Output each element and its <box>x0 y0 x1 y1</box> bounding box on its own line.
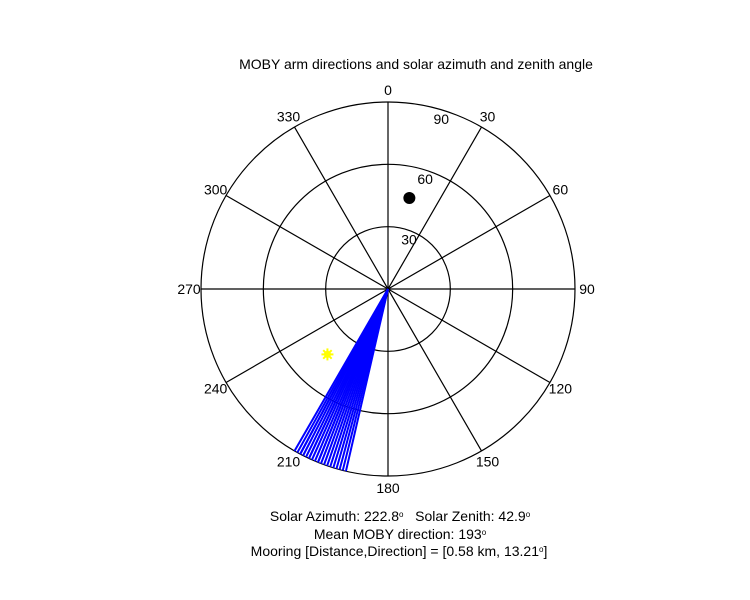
tick-labels: 0 30 60 90 120 150 180 210 240 270 300 330 30 60 90 <box>177 82 595 496</box>
angle-tick-label: 0 <box>384 82 392 98</box>
degree-mark: o <box>399 510 404 519</box>
degree-mark: o <box>525 510 531 519</box>
moby-arm-line <box>317 288 389 463</box>
angle-tick-label: 300 <box>204 182 228 198</box>
angle-tick-label: 90 <box>579 281 595 297</box>
points <box>321 191 416 361</box>
angle-tick-label: 210 <box>277 453 301 469</box>
mooring-point <box>403 191 416 204</box>
moby-arm-directions <box>293 288 389 472</box>
sun-point <box>321 348 334 361</box>
angle-tick-label: 180 <box>376 480 400 496</box>
degree-mark: o <box>538 545 544 554</box>
sun-core <box>323 350 331 358</box>
moby-arm-line <box>293 288 389 452</box>
moby-arm-line <box>299 288 389 455</box>
angle-tick-label: 150 <box>476 453 500 469</box>
solar-azimuth-text: Solar Azimuth: 222.8 <box>269 508 400 524</box>
angle-tick-label: 330 <box>277 109 301 125</box>
radial-tick-label: 90 <box>434 111 450 127</box>
chart-title: MOBY arm directions and solar azimuth an… <box>239 56 593 72</box>
mean-moby-text: Mean MOBY direction: 193 <box>313 526 482 542</box>
angle-tick-label: 60 <box>553 182 569 198</box>
solar-info-line: Solar Azimuth: 222.8o Solar Zenith: 42.9… <box>0 508 750 524</box>
mooring-close: ] <box>543 543 548 559</box>
angle-tick-label: 270 <box>177 281 201 297</box>
solar-zenith-text: Solar Zenith: 42.9 <box>415 508 526 524</box>
radial-tick-label: 30 <box>401 231 417 247</box>
degree-mark: o <box>481 528 487 537</box>
mooring-text: Mooring [Distance,Direction] = [0.58 km,… <box>250 543 539 559</box>
mean-moby-line: Mean MOBY direction: 193o <box>0 526 750 542</box>
mooring-line: Mooring [Distance,Direction] = [0.58 km,… <box>0 543 750 559</box>
angle-tick-label: 120 <box>549 381 573 397</box>
angle-tick-label: 30 <box>480 109 496 125</box>
radial-tick-label: 60 <box>417 171 433 187</box>
moby-arm-line <box>308 288 389 459</box>
angle-tick-label: 240 <box>204 381 228 397</box>
